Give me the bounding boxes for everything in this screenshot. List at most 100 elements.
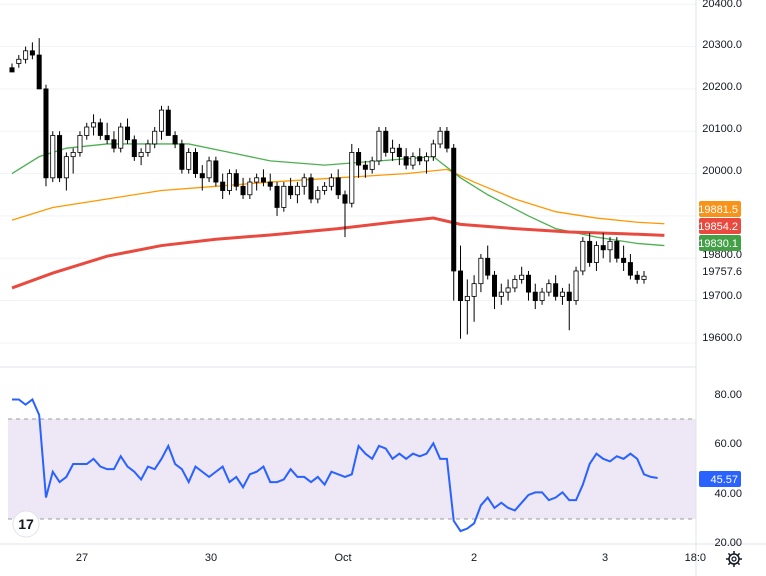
- candle-down: [43, 88, 49, 179]
- candle-up: [471, 283, 477, 297]
- candle-down: [458, 270, 464, 302]
- candle-up: [158, 109, 165, 132]
- candle-down: [451, 147, 457, 272]
- candle-up: [328, 177, 334, 187]
- candle-down: [213, 160, 219, 183]
- candle-up: [376, 130, 382, 162]
- candle-up: [464, 295, 470, 302]
- candle-up: [322, 185, 328, 191]
- candle-up: [315, 190, 321, 200]
- candle-down: [587, 240, 593, 263]
- candle-down: [9, 67, 15, 73]
- candle-down: [403, 156, 409, 166]
- candle-down: [444, 130, 450, 149]
- candle-down: [525, 274, 531, 293]
- candle-down: [600, 245, 606, 251]
- ma-mid-line: [11, 168, 665, 225]
- candle-down: [383, 130, 389, 153]
- candle-down: [627, 262, 633, 276]
- candle-down: [532, 291, 538, 302]
- candle-down: [267, 181, 273, 187]
- time-label: 27: [76, 552, 88, 564]
- candle-up: [152, 130, 158, 145]
- candle-up: [437, 130, 443, 145]
- time-axis[interactable]: 27 30 Oct 2 3 18:0: [76, 552, 706, 564]
- candle-up: [63, 156, 69, 179]
- ma-mid-badge: [699, 201, 741, 217]
- candle-up: [607, 240, 613, 251]
- candle-down: [260, 177, 266, 183]
- candle-up: [23, 50, 29, 60]
- candle-down: [634, 274, 640, 280]
- candle-up: [580, 240, 586, 272]
- candle-down: [125, 126, 131, 141]
- price-axis[interactable]: 20400.0 20300.0 20200.0 20100.0 20000.0 …: [698, 0, 742, 344]
- candle-up: [206, 160, 212, 179]
- candle-up: [16, 58, 22, 64]
- rsi-axis[interactable]: 80.00 60.00 40.00 20.00 45.57: [699, 389, 742, 549]
- candle-down: [308, 177, 314, 200]
- grid-lines: [0, 3, 696, 344]
- candle-up: [247, 181, 253, 196]
- candle-up: [118, 126, 124, 149]
- candle-up: [186, 152, 192, 170]
- ma-slow-badge-label: 19854.2: [698, 221, 738, 233]
- time-label: 2: [471, 552, 477, 564]
- candle-down: [57, 135, 63, 179]
- candle-down: [192, 152, 198, 174]
- candle-down: [36, 54, 42, 90]
- candle-down: [417, 156, 423, 162]
- rsi-current-badge: [699, 471, 741, 487]
- price-tick: 20000.0: [702, 165, 742, 177]
- candle-up: [301, 177, 307, 187]
- last-price-label: 19757.6: [702, 266, 742, 278]
- candle-up: [505, 287, 511, 293]
- price-tick: 20400.0: [702, 0, 742, 10]
- candle-down: [614, 240, 620, 259]
- rsi-pane: [8, 397, 696, 533]
- price-tick: 20200.0: [702, 81, 742, 93]
- candle-up: [512, 279, 518, 289]
- candle-up: [70, 152, 76, 158]
- rsi-tick: 20.00: [714, 537, 742, 549]
- candle-down: [621, 257, 627, 263]
- candle-up: [84, 126, 90, 136]
- rsi-line: [12, 397, 658, 533]
- rsi-tick: 80.00: [714, 389, 742, 401]
- candle-down: [179, 143, 185, 170]
- rsi-current-label: 45.57: [710, 474, 738, 486]
- price-tick: 19600.0: [702, 332, 742, 344]
- candle-up: [349, 152, 355, 204]
- candle-up: [559, 291, 565, 297]
- candle-up: [390, 147, 396, 153]
- candle-up: [369, 160, 375, 170]
- ma-fast-badge-label: 19830.1: [698, 238, 738, 250]
- candle-down: [356, 152, 362, 166]
- ma-slow-badge: [699, 218, 741, 234]
- ma-fast-badge: [699, 235, 741, 251]
- gear-icon[interactable]: [726, 551, 742, 567]
- tradingview-logo: 17: [12, 510, 40, 538]
- candle-down: [220, 181, 226, 191]
- candle-up: [138, 152, 144, 158]
- candle-down: [172, 135, 178, 145]
- rsi-tick: 40.00: [714, 488, 742, 500]
- time-label: 18:0: [685, 552, 706, 564]
- candle-up: [91, 122, 97, 128]
- candle-down: [29, 50, 35, 56]
- candle-up: [573, 270, 579, 302]
- candle-up: [50, 135, 56, 179]
- time-label: 3: [602, 552, 608, 564]
- candle-up: [77, 135, 83, 153]
- candle-down: [342, 194, 348, 204]
- candle-up: [546, 283, 552, 293]
- candle-up: [226, 173, 232, 191]
- candle-up: [478, 257, 484, 285]
- candle-up: [430, 143, 436, 158]
- candle-down: [396, 147, 402, 158]
- price-tick: 20300.0: [702, 39, 742, 51]
- candles: [9, 38, 647, 339]
- candle-up: [281, 185, 287, 208]
- candle-up: [145, 143, 151, 153]
